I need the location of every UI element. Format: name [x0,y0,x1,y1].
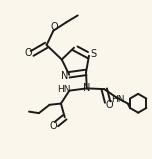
Text: N: N [61,71,69,81]
Text: O: O [50,22,58,32]
Text: O: O [25,48,33,58]
Text: N: N [83,83,90,93]
Text: O: O [105,100,113,110]
Text: HN: HN [58,85,71,94]
Text: HN: HN [111,95,125,104]
Text: O: O [50,121,57,131]
Text: S: S [90,49,96,59]
